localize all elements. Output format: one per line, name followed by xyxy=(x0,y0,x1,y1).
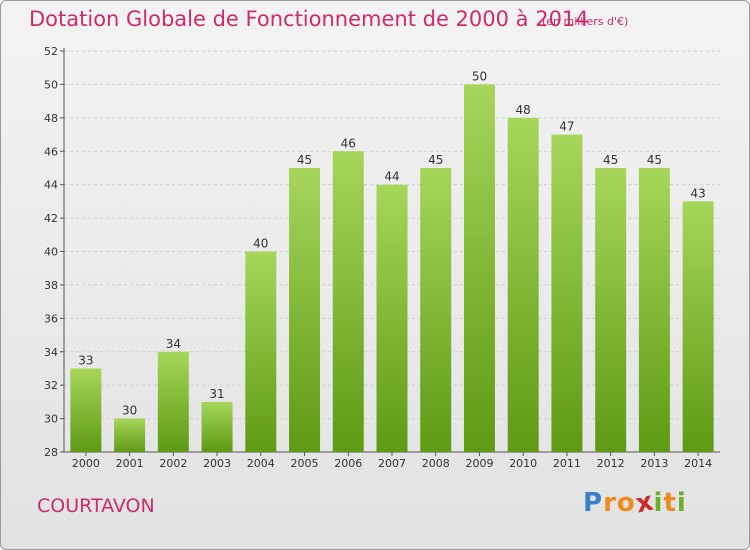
location-name: COURTAVON xyxy=(37,495,155,517)
y-tick-label: 34 xyxy=(44,346,58,359)
y-tick-label: 36 xyxy=(44,312,58,325)
y-tick-labels: 28 30 32 34 36 38 40 42 44 46 48 50 52 xyxy=(44,45,58,459)
brand-letter: r xyxy=(603,488,617,518)
y-tick-label: 48 xyxy=(44,112,58,125)
y-tick-label: 46 xyxy=(44,145,58,158)
x-tick-label-2000: 2000 xyxy=(72,457,100,470)
bar-2005 xyxy=(289,167,321,453)
bar-2012 xyxy=(595,167,627,453)
chart-title: Dotation Globale de Fonctionnement de 20… xyxy=(29,7,589,31)
bar-2006 xyxy=(332,151,364,452)
x-tick-label-2002: 2002 xyxy=(159,457,187,470)
value-label-2004: 40 xyxy=(253,237,268,251)
y-tick-label: 42 xyxy=(44,212,58,225)
bar-2010 xyxy=(507,117,539,452)
y-tick-label: 44 xyxy=(44,179,58,192)
value-label-2013: 45 xyxy=(647,153,662,167)
brand-letter: t xyxy=(663,488,677,518)
value-label-2007: 44 xyxy=(384,170,399,184)
bar-2009 xyxy=(463,84,495,453)
x-tick-label-2001: 2001 xyxy=(116,457,144,470)
y-tick-label: 30 xyxy=(44,413,58,426)
x-tick-label-2008: 2008 xyxy=(422,457,450,470)
bars xyxy=(70,84,714,453)
value-label-2002: 34 xyxy=(166,337,181,351)
x-tick-label-2004: 2004 xyxy=(247,457,275,470)
bar-2004 xyxy=(245,251,277,452)
y-tick-label: 52 xyxy=(44,45,58,58)
value-label-2011: 47 xyxy=(559,120,574,134)
bar-2000 xyxy=(70,368,102,452)
y-tick-label: 28 xyxy=(44,446,58,459)
x-tick-label-2007: 2007 xyxy=(378,457,406,470)
x-tick-label-2013: 2013 xyxy=(640,457,668,470)
bar-2008 xyxy=(420,167,452,453)
x-tick-label-2009: 2009 xyxy=(465,457,493,470)
x-tick-labels: 2000 2001 2002 2003 2004 2005 2006 2007 2008 2009… xyxy=(72,452,712,470)
bar-2002 xyxy=(157,351,189,452)
value-label-2010: 48 xyxy=(516,103,531,117)
chart-subtitle: (en milliers d'€) xyxy=(542,15,629,28)
value-label-2008: 45 xyxy=(428,153,443,167)
bar-2003 xyxy=(201,401,233,452)
proxiti-logo: Proxiti xyxy=(583,486,687,519)
x-tick-label-2010: 2010 xyxy=(509,457,537,470)
value-label-2012: 45 xyxy=(603,153,618,167)
x-tick-label-2012: 2012 xyxy=(597,457,625,470)
bar-2001 xyxy=(114,418,146,452)
value-label-2009: 50 xyxy=(472,69,487,83)
x-tick-label-2006: 2006 xyxy=(334,457,362,470)
bar-2011 xyxy=(551,134,583,452)
value-label-2001: 30 xyxy=(122,404,137,418)
value-label-2006: 46 xyxy=(341,136,356,150)
bar-2007 xyxy=(376,184,408,452)
brand-letter: i xyxy=(676,488,687,518)
brand-letter: P xyxy=(583,488,604,518)
brand-letter: i xyxy=(653,488,664,518)
x-tick-label-2005: 2005 xyxy=(291,457,319,470)
y-tick-label: 32 xyxy=(44,379,58,392)
value-label-2000: 33 xyxy=(78,353,93,367)
x-tick-label-2011: 2011 xyxy=(553,457,581,470)
x-tick-label-2003: 2003 xyxy=(203,457,231,470)
y-tick-label: 40 xyxy=(44,246,58,259)
bar-2013 xyxy=(638,167,670,453)
value-label-2014: 43 xyxy=(690,186,705,200)
value-labels: 33 30 34 31 40 45 46 44 45 50 48 47 45 45 43 xyxy=(78,69,706,417)
y-tick-label: 38 xyxy=(44,279,58,292)
bar-2014 xyxy=(682,201,714,452)
value-label-2003: 31 xyxy=(209,387,224,401)
brand-letter: o xyxy=(616,488,636,518)
y-tick-label: 50 xyxy=(44,78,58,91)
value-label-2005: 45 xyxy=(297,153,312,167)
x-tick-label-2014: 2014 xyxy=(684,457,712,470)
